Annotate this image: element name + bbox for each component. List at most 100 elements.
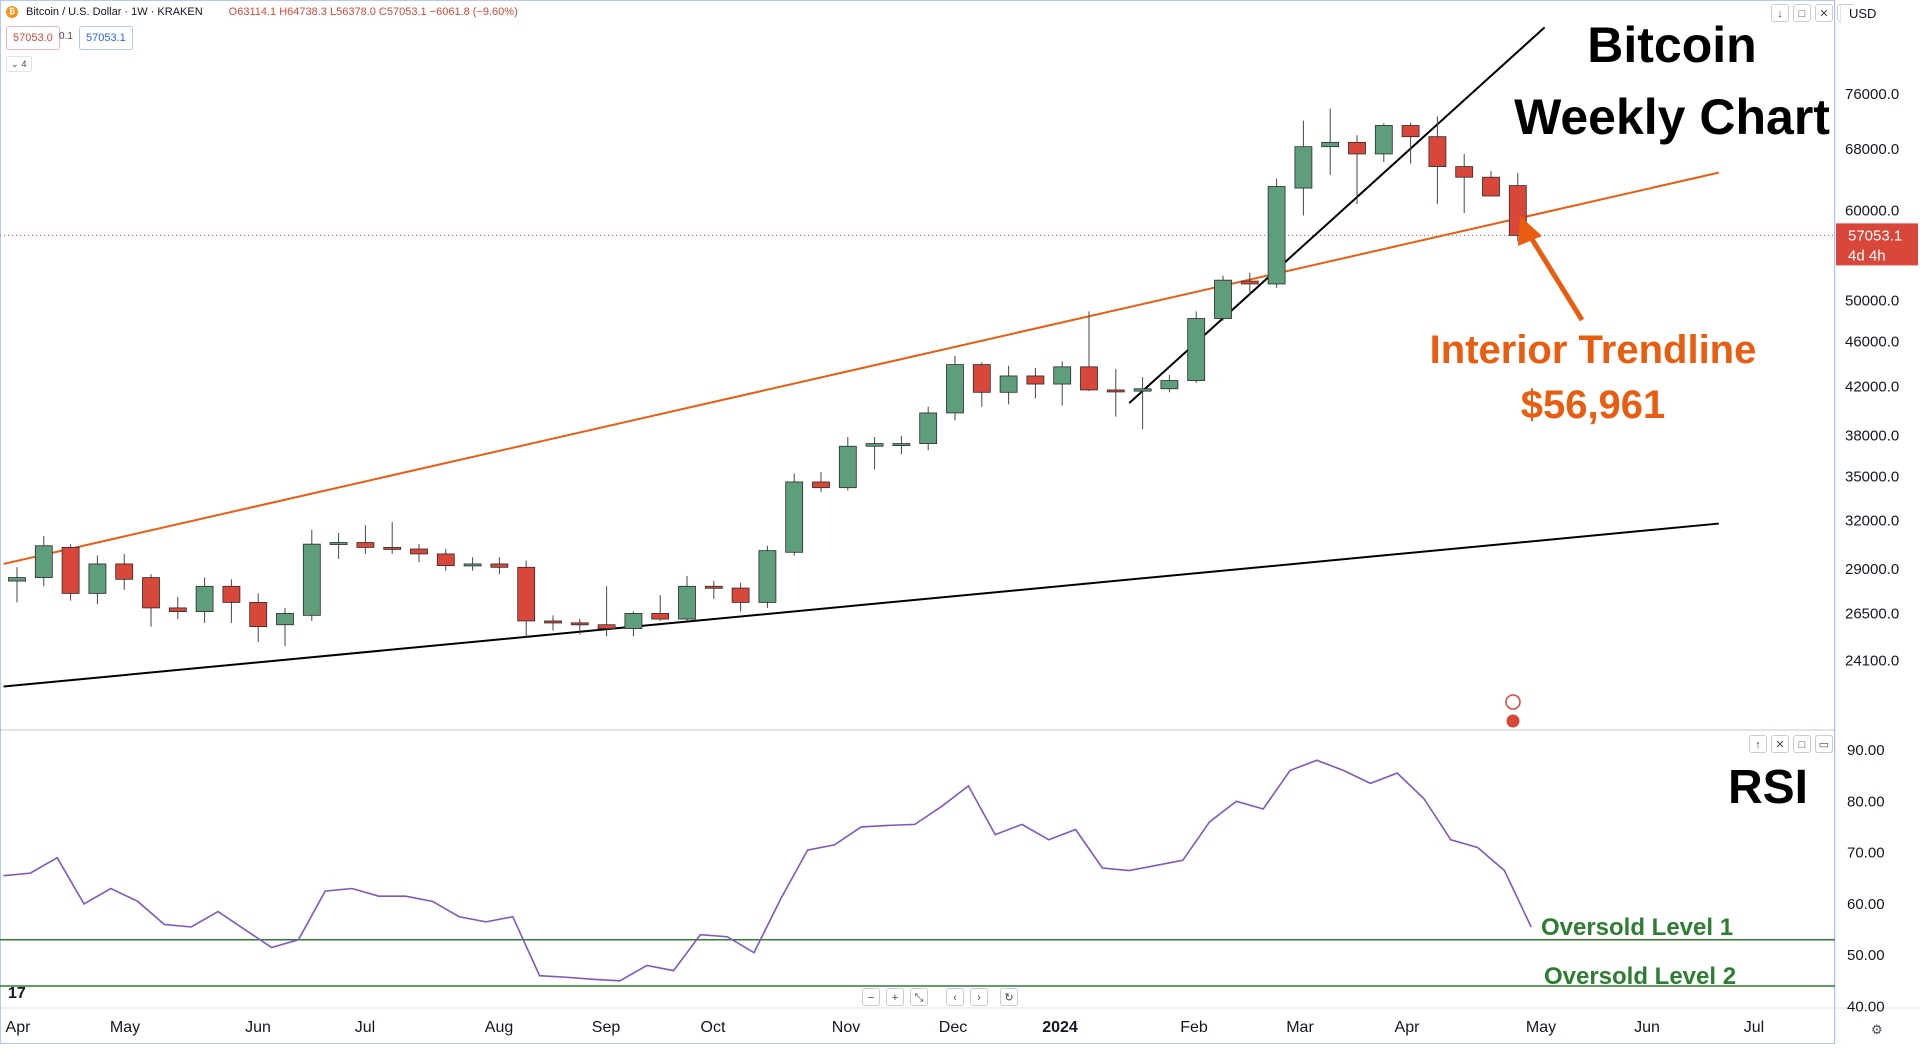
zoom-out-button[interactable]: − [862,988,880,1006]
price-badge-countdown: 4d 4h [1848,247,1886,264]
scroll-right-button[interactable]: › [970,988,988,1006]
fit-icon: ⤡ [914,992,924,1004]
price-tick-label: 32000.0 [1845,512,1899,529]
candle-body [946,364,964,414]
candle-body [919,412,938,444]
price-tick-label: 38000.0 [1845,428,1899,445]
rsi-more-button[interactable]: ▭ [1815,735,1833,753]
candle-body [1294,146,1313,189]
buy-button[interactable]: 57053.1 [79,26,133,50]
candle-body [1455,166,1474,178]
time-tick-label: May [1526,1019,1556,1036]
candle-body [61,546,80,594]
scroll-left-button[interactable]: ‹ [946,988,964,1006]
candle-body [1053,366,1072,385]
candle-body [544,620,562,624]
candle-body [142,577,160,609]
candle-body [249,602,268,628]
candle-body [624,613,643,629]
window-icon: ▭ [1818,739,1830,751]
rsi-maximize-button[interactable]: □ [1793,735,1811,753]
candle-body [436,553,455,567]
candle-body [812,481,830,489]
annotation-arrow-head [1518,216,1542,246]
rsi-tick-label: 40.00 [1847,999,1885,1016]
candle-body [410,548,428,555]
candle-body [34,545,53,578]
time-tick-label: Jul [1744,1019,1764,1036]
candle-body [999,375,1018,393]
oversold-level-2-label: Oversold Level 2 [1544,963,1736,990]
rsi-tick-label: 80.00 [1847,793,1885,810]
candle-body [195,585,214,612]
price-tick-label: 50000.0 [1845,292,1899,309]
price-tick-label: 26500.0 [1845,605,1899,622]
candle-body [758,550,777,603]
legend-row: ₿ Bitcoin / U.S. Dollar · 1W · KRAKEN O6… [6,4,518,20]
candle-body [731,587,750,603]
rsi-tick-label: 50.00 [1847,947,1885,964]
candle-body [1374,125,1393,155]
oversold-level-1-label: Oversold Level 1 [1541,914,1733,941]
indicators-count: 4 [21,59,27,69]
zoom-in-button[interactable]: + [886,988,904,1006]
candle-body [597,624,616,629]
price-tick-label: 76000.0 [1845,86,1899,103]
candle-body [1160,380,1179,390]
rsi-move-up-button[interactable]: ↑ [1749,735,1767,753]
maximize-icon: □ [1798,739,1806,751]
candle-body [1133,388,1152,392]
time-tick-label: Jun [245,1019,271,1036]
candle-body [329,542,348,545]
candle-body [383,546,402,550]
ohlc-values: O63114.1 H64738.3 L56378.0 C57053.1 −606… [228,6,518,18]
candle-body [1214,279,1232,319]
price-tick-label: 29000.0 [1845,561,1899,578]
time-tick-label: Feb [1180,1019,1208,1036]
chevron-down-icon: ⌄ [11,59,19,69]
annotation-arrow-shaft [1527,234,1585,322]
indicators-toggle[interactable]: ⌄ 4 [6,56,32,72]
maximize-pane-button[interactable]: □ [1793,4,1811,22]
candle-body [892,443,911,446]
close-icon: ✕ [1819,8,1829,20]
candle-body [490,563,509,568]
rsi-line [3,759,1532,982]
candle-body [1401,125,1420,138]
candle-body [463,563,482,567]
candle-body [115,563,134,580]
arrow-down-icon: ↓ [1777,8,1783,20]
rsi-tick-label: 70.00 [1847,845,1885,862]
title-line-2: Weekly Chart [1514,89,1830,145]
candle-body [1240,280,1259,285]
trendline-label: Interior Trendline [1430,328,1757,372]
symbol-label[interactable]: Bitcoin / U.S. Dollar · 1W · KRAKEN [26,6,203,18]
collapse-pane-button[interactable]: ↓ [1771,4,1789,22]
bitcoin-icon: ₿ [6,6,18,18]
time-tick-label: Mar [1286,1019,1314,1036]
candle-body [168,607,187,612]
candle-body [1348,141,1366,155]
reset-zoom-button[interactable]: ⤡ [910,988,928,1006]
rsi-pane [0,759,1835,987]
minus-icon: − [867,992,875,1004]
time-tick-label: Jun [1634,1019,1660,1036]
close-pane-button[interactable]: ✕ [1815,4,1833,22]
time-tick-label: Apr [1395,1019,1421,1036]
currency-selector[interactable]: USD [1840,5,1920,23]
time-tick-label: Apr [6,1019,32,1036]
time-tick-label: 2024 [1042,1019,1078,1036]
title-line-1: Bitcoin [1587,17,1756,73]
trendline-value: $56,961 [1521,383,1666,427]
rsi-close-button[interactable]: ✕ [1771,735,1789,753]
time-tick-label: Aug [485,1019,513,1036]
sell-button[interactable]: 57053.0 [6,26,60,50]
reset-chart-button[interactable]: ↻ [1000,988,1018,1006]
trendline-1 [3,171,1720,565]
settings-gear-icon[interactable]: ⚙ [1871,1022,1883,1037]
time-tick-label: Jul [355,1019,375,1036]
price-tick-label: 60000.0 [1845,203,1899,220]
